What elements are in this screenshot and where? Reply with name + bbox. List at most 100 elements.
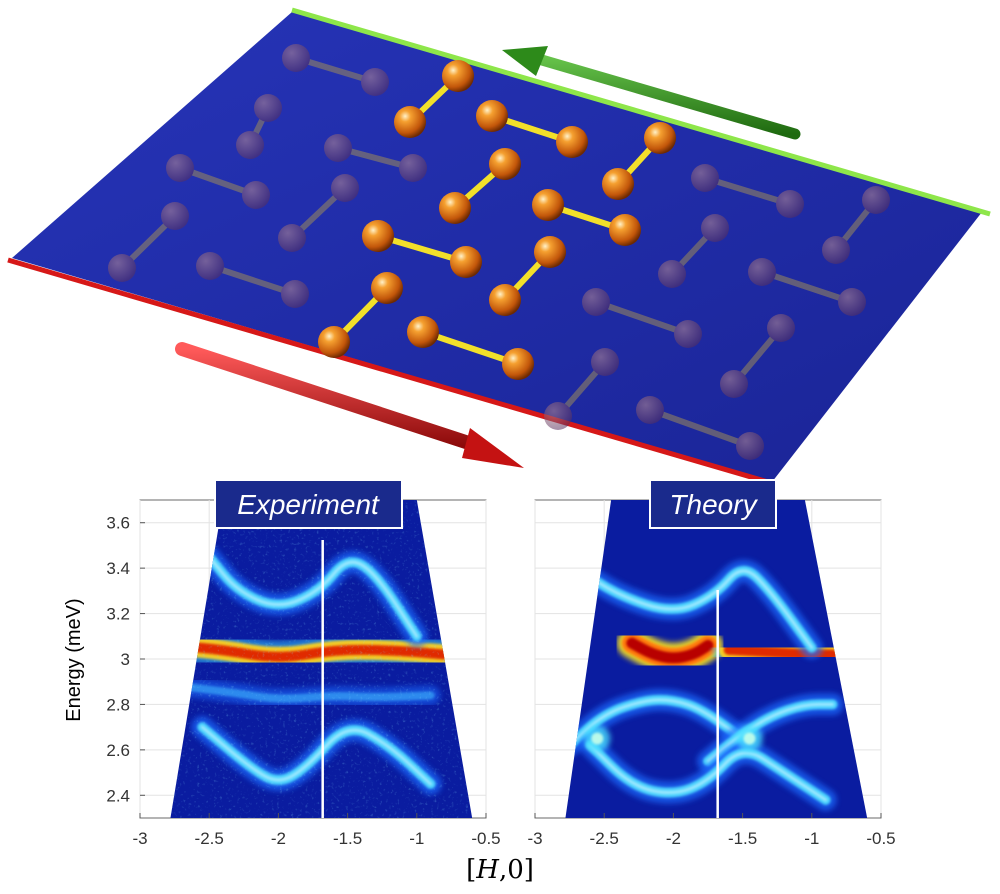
dimer <box>439 148 521 224</box>
dimer <box>278 174 359 252</box>
bottom-edge-line <box>7 257 776 487</box>
y-tick-label: 3.2 <box>106 605 130 624</box>
atom <box>439 192 471 224</box>
atom <box>736 432 764 460</box>
dimer <box>532 189 641 246</box>
top-edge-line <box>291 7 991 217</box>
atom <box>544 402 572 430</box>
atom <box>407 316 439 348</box>
dimer <box>822 186 890 264</box>
atom <box>636 396 664 424</box>
band-hotspot <box>591 732 604 745</box>
dimer <box>544 348 619 430</box>
atom <box>254 94 282 122</box>
atom <box>822 236 850 264</box>
experiment-x-ticks: -3 -2.5 -2 -1.5 -1 -0.5 <box>132 813 501 848</box>
dimer <box>324 134 427 182</box>
atom <box>602 168 634 200</box>
x-tick-label: -2.5 <box>590 829 619 848</box>
atom <box>591 348 619 376</box>
atom <box>838 288 866 316</box>
atom <box>862 186 890 214</box>
dimer <box>282 44 389 96</box>
x-axis-label-var: H <box>475 855 500 885</box>
atom <box>242 181 270 209</box>
theory-panel: -3 -2.5 -2 -1.5 -1 -0.5 Theory <box>527 479 896 848</box>
experiment-heatmap <box>170 500 473 818</box>
x-axis-label-open: [ <box>466 855 476 885</box>
dimer <box>476 100 588 158</box>
dimer <box>636 396 764 460</box>
y-tick-label: 3 <box>121 650 130 669</box>
atom <box>236 131 264 159</box>
atom <box>108 254 136 282</box>
atom <box>476 100 508 132</box>
x-tick-label: -0.5 <box>866 829 895 848</box>
dimer <box>166 154 270 209</box>
experiment-panel: 2.4 2.6 2.8 3 3.2 3.4 3.6 -3 -2.5 -2 -1.5 -1 -0.5 E… <box>63 479 501 848</box>
band-upper <box>575 566 814 650</box>
dimer <box>236 94 282 159</box>
atom <box>644 122 676 154</box>
atom <box>720 370 748 398</box>
dimer <box>196 252 309 308</box>
atom <box>166 154 194 182</box>
dimer <box>489 236 566 316</box>
atom <box>534 236 566 268</box>
dimer <box>362 220 482 278</box>
y-tick-label: 2.8 <box>106 695 130 714</box>
x-tick-label: -3 <box>132 829 147 848</box>
dimer <box>318 272 403 358</box>
dimer <box>394 60 474 138</box>
atom <box>532 189 564 221</box>
atom <box>489 284 521 316</box>
y-tick-label: 3.6 <box>106 514 130 533</box>
x-tick-label: -1.5 <box>333 829 362 848</box>
atom <box>556 126 588 158</box>
x-axis-label-rest: ,0] <box>499 855 534 885</box>
theory-x-ticks: -3 -2.5 -2 -1.5 -1 -0.5 <box>527 813 896 848</box>
atom <box>701 214 729 242</box>
dimer <box>658 214 729 288</box>
atom <box>658 260 686 288</box>
atom <box>281 280 309 308</box>
x-tick-label: -1 <box>409 829 424 848</box>
y-tick-label: 3.4 <box>106 559 130 578</box>
atom <box>331 174 359 202</box>
atom <box>609 214 641 246</box>
atom <box>691 164 719 192</box>
atom <box>278 224 306 252</box>
green-arrow <box>502 46 801 140</box>
atom <box>361 68 389 96</box>
atom <box>161 202 189 230</box>
y-axis-label: Energy (meV) <box>63 598 85 721</box>
atom <box>318 326 350 358</box>
x-axis-label: [H,0] <box>466 855 534 885</box>
atom <box>282 44 310 72</box>
atom <box>371 272 403 304</box>
x-tick-label: -2 <box>271 829 286 848</box>
x-tick-label: -0.5 <box>471 829 500 848</box>
atom <box>324 134 352 162</box>
atom <box>582 288 610 316</box>
y-tick-label: 2.4 <box>106 786 130 805</box>
x-tick-label: -2 <box>666 829 681 848</box>
atom <box>399 154 427 182</box>
dimer <box>602 122 676 200</box>
band-arch-right <box>706 702 835 763</box>
atom <box>450 246 482 278</box>
experiment-title: Experiment <box>237 489 380 520</box>
y-tick-label: 2.6 <box>106 741 130 760</box>
band-arch-left <box>568 698 745 747</box>
band-hotspot <box>743 732 756 745</box>
atom <box>767 314 795 342</box>
atom <box>502 348 534 380</box>
band-flat-right <box>723 644 838 660</box>
atom <box>196 252 224 280</box>
atom <box>748 258 776 286</box>
atom <box>776 190 804 218</box>
experiment-title-box <box>214 479 403 529</box>
experiment-y-ticks: 2.4 2.6 2.8 3 3.2 3.4 3.6 <box>106 514 145 805</box>
atom <box>442 60 474 92</box>
